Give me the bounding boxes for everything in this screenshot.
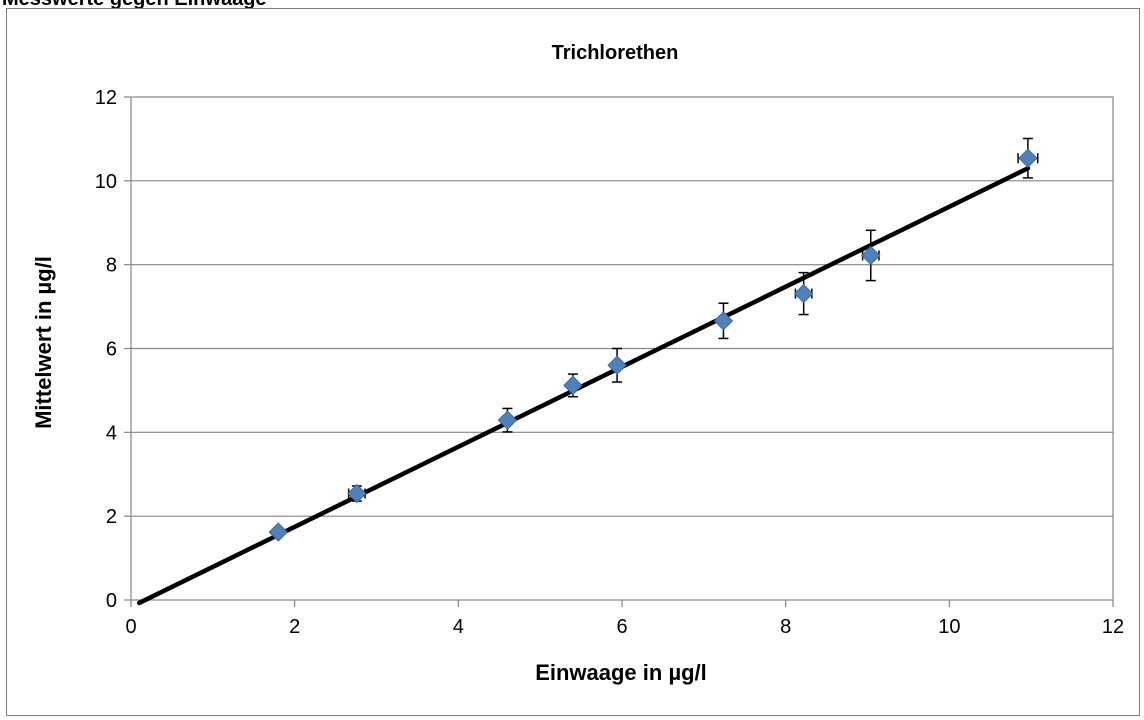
x-tick-label: 8 (780, 616, 791, 638)
y-tick-label: 10 (95, 171, 117, 193)
x-tick-label: 0 (125, 616, 136, 638)
x-tick-label: 6 (616, 616, 627, 638)
y-tick-label: 8 (106, 255, 117, 277)
chart-frame: 0 2 4 6 8 10 12 0 2 4 6 8 10 12 Trichlorethen Einwaa… (6, 8, 1140, 716)
data-point (347, 483, 367, 504)
y-tick-label: 6 (106, 339, 117, 361)
x-tick-label: 10 (938, 616, 960, 638)
error-bars (273, 137, 1039, 538)
clipped-heading: Messwerte gegen Einwaage (2, 0, 267, 11)
x-tick-label: 12 (1102, 616, 1124, 638)
data-point (607, 355, 627, 375)
trendline-layer (136, 166, 1031, 606)
data-point (793, 283, 814, 304)
data-point (563, 375, 583, 396)
chart-title: Trichlorethen (552, 42, 679, 64)
x-tick-label: 4 (453, 616, 464, 638)
data-point (497, 410, 518, 430)
trendline (136, 166, 1031, 606)
data-points (268, 148, 1038, 542)
data-point (1018, 148, 1038, 168)
y-tick-label: 2 (106, 506, 117, 528)
y-tick-label: 4 (106, 422, 117, 444)
y-axis-label: Mittelwert in µg/l (31, 256, 56, 429)
x-tick-label: 2 (289, 616, 300, 638)
gridlines (131, 180, 1113, 517)
data-point (861, 245, 881, 266)
chart-svg: 0 2 4 6 8 10 12 0 2 4 6 8 10 12 Trichlorethen Einwaa… (31, 42, 1124, 685)
x-axis-label: Einwaage in µg/l (535, 660, 707, 685)
y-axis-ticks: 0 2 4 6 8 10 12 (95, 87, 131, 612)
data-point (268, 522, 289, 542)
data-point (713, 311, 734, 331)
y-tick-label: 12 (95, 87, 117, 109)
x-axis-ticks: 0 2 4 6 8 10 12 (125, 600, 1124, 638)
y-tick-label: 0 (106, 590, 117, 612)
